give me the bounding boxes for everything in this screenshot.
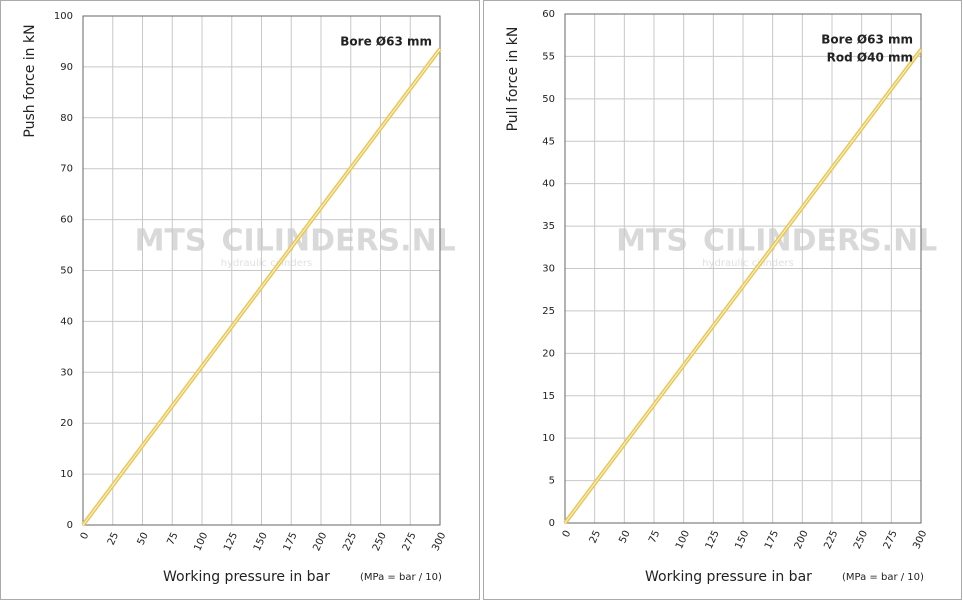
y-tick-label: 90 <box>60 62 73 73</box>
y-tick-label: 10 <box>60 469 73 480</box>
y-tick-label: 5 <box>549 476 555 487</box>
x-tick-label: 25 <box>588 529 603 545</box>
x-tick-label: 100 <box>674 529 692 551</box>
x-tick-label: 275 <box>401 531 419 553</box>
annotation: Rod Ø40 mm <box>827 51 913 65</box>
y-tick-label: 30 <box>60 367 73 378</box>
plot-frame <box>564 13 922 524</box>
y-tick-label: 55 <box>542 51 555 62</box>
y-tick-label: 20 <box>60 418 73 429</box>
y-tick-label: 60 <box>60 215 73 226</box>
watermark: MTS <box>616 224 688 259</box>
x-tick-label: 50 <box>136 531 151 547</box>
y-tick-label: 15 <box>542 391 555 402</box>
x-tick-label: 75 <box>647 529 662 545</box>
x-tick-label: 125 <box>222 531 240 553</box>
x-tick-label: 250 <box>852 529 870 551</box>
y-axis-label: Pull force in kN <box>505 27 521 132</box>
annotation: Bore Ø63 mm <box>821 33 913 47</box>
watermark: CILINDERS.NL <box>703 224 937 259</box>
x-tick-label: 50 <box>617 529 632 545</box>
x-tick-label: 200 <box>793 529 811 551</box>
panel-border <box>483 0 962 600</box>
y-tick-label: 80 <box>60 113 73 124</box>
watermark: MTS <box>135 224 207 259</box>
line-series-highlight <box>564 49 922 524</box>
y-tick-label: 50 <box>60 266 73 277</box>
x-tick-label: 250 <box>371 531 389 553</box>
x-tick-label: 0 <box>79 531 92 541</box>
y-tick-label: 40 <box>542 179 555 190</box>
y-tick-label: 50 <box>542 94 555 105</box>
annotation: Bore Ø63 mm <box>340 35 432 49</box>
y-tick-label: 45 <box>542 136 555 147</box>
watermark: hydraulic cilinders <box>702 258 793 269</box>
x-tick-label: 175 <box>763 529 781 551</box>
x-tick-label: 275 <box>882 529 900 551</box>
watermark: hydraulic cilinders <box>221 258 312 269</box>
x-tick-label: 225 <box>822 529 840 551</box>
x-tick-label: 0 <box>561 529 574 539</box>
x-tick-label: 175 <box>282 531 300 553</box>
y-tick-label: 100 <box>54 11 73 22</box>
watermark: CILINDERS.NL <box>222 224 456 259</box>
x-axis-label: Working pressure in bar <box>163 569 330 585</box>
x-tick-label: 200 <box>311 531 329 553</box>
x-tick-label: 150 <box>733 529 751 551</box>
x-tick-label: 75 <box>165 531 180 547</box>
x-tick-label: 225 <box>341 531 359 553</box>
y-tick-label: 20 <box>542 348 555 359</box>
x-axis-label: Working pressure in bar <box>645 569 812 585</box>
x-axis-note: (MPa = bar / 10) <box>842 572 924 583</box>
y-tick-label: 60 <box>542 9 555 20</box>
x-tick-label: 150 <box>252 531 270 553</box>
y-tick-label: 10 <box>542 433 555 444</box>
y-tick-label: 25 <box>542 306 555 317</box>
x-tick-label: 125 <box>704 529 722 551</box>
x-tick-label: 100 <box>192 531 210 553</box>
x-tick-label: 300 <box>911 529 929 551</box>
y-tick-label: 0 <box>67 520 73 531</box>
x-tick-label: 25 <box>106 531 121 547</box>
y-tick-label: 30 <box>542 264 555 275</box>
panel-border <box>0 0 480 600</box>
y-axis-label: Push force in kN <box>22 24 38 137</box>
x-axis-note: (MPa = bar / 10) <box>360 572 442 583</box>
plot-frame <box>82 15 441 526</box>
line-series-highlight <box>82 48 441 526</box>
y-tick-label: 35 <box>542 221 555 232</box>
y-tick-label: 0 <box>549 518 555 529</box>
y-tick-label: 40 <box>60 316 73 327</box>
x-tick-label: 300 <box>430 531 448 553</box>
y-tick-label: 70 <box>60 164 73 175</box>
